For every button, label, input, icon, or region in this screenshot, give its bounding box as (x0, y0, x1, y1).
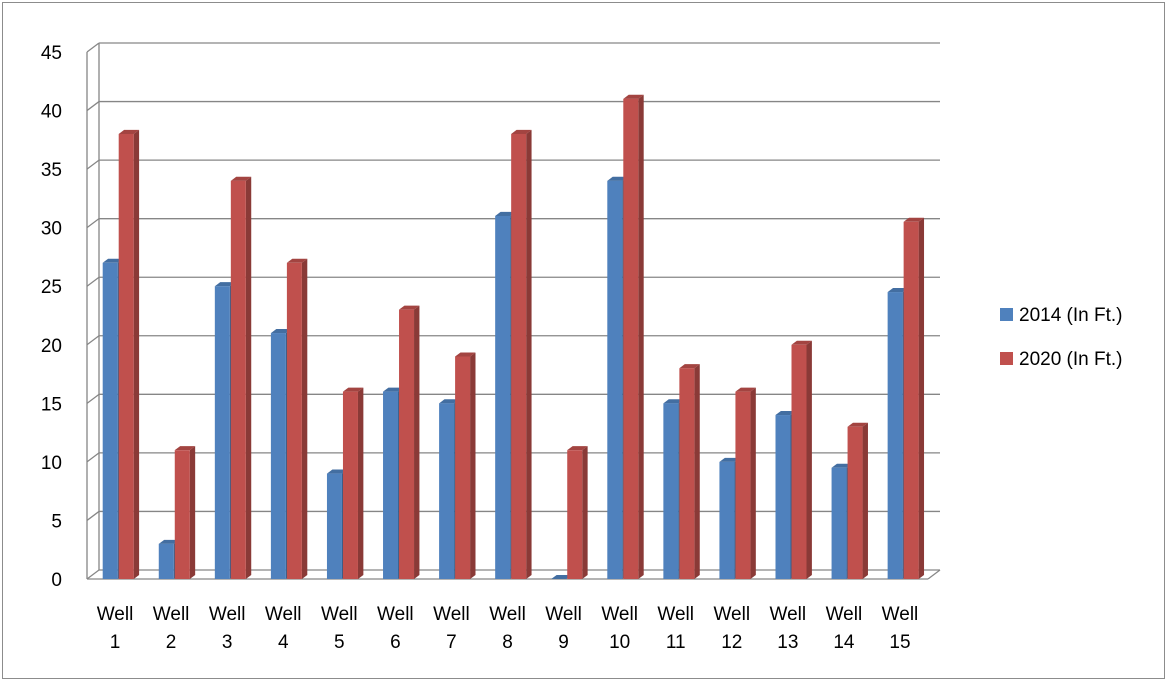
y-tick-label: 20 (41, 336, 62, 357)
y-tick-label: 5 (51, 511, 62, 532)
gridline-depth (86, 510, 100, 521)
bars (102, 94, 925, 580)
x-tick-label: Well (826, 604, 863, 625)
gridline-depth (86, 101, 100, 112)
bar-series2 (455, 352, 476, 579)
x-tick-label: Well (265, 604, 302, 625)
x-tick-label: Well (377, 604, 414, 625)
y-tick-label: 10 (41, 453, 62, 474)
y-tick-label: 0 (51, 570, 62, 591)
gridline-depth (86, 569, 100, 580)
gridline-depth (86, 452, 100, 463)
bar-series2 (118, 129, 140, 579)
x-tick-label: Well (545, 604, 582, 625)
x-tick-label: Well (489, 604, 526, 625)
bar-series2 (230, 176, 252, 580)
bar-series2 (903, 217, 925, 580)
x-tick-label: Well (153, 604, 190, 625)
x-tick-label: Well (882, 604, 919, 625)
gridline-depth (86, 42, 100, 53)
bar-series2 (286, 258, 308, 579)
x-tick-label: 9 (558, 632, 569, 653)
gridline-depth (86, 393, 100, 404)
bar-series2 (511, 129, 532, 579)
bar-series2 (399, 305, 420, 579)
x-tick-label: Well (601, 604, 638, 625)
bar-series2 (735, 387, 756, 579)
x-tick-label: Well (321, 604, 358, 625)
gridline-depth (86, 276, 100, 287)
y-tick-label: 15 (41, 394, 62, 415)
bar-series2 (342, 387, 364, 579)
y-tick-label: 40 (41, 102, 62, 123)
x-tick-label: 1 (110, 632, 121, 653)
x-tick-label: 6 (390, 632, 401, 653)
x-tick-label: 15 (889, 632, 910, 653)
legend-swatch (1000, 308, 1013, 321)
x-tick-label: Well (657, 604, 694, 625)
x-tick-label: 5 (334, 632, 345, 653)
bar-series2 (567, 446, 588, 579)
x-tick-label: Well (713, 604, 750, 625)
x-tick-label: 14 (833, 632, 855, 653)
gridline-depth (86, 159, 100, 170)
x-tick-label: 12 (721, 632, 742, 653)
legend-label: 2014 (In Ft.) (1019, 305, 1123, 326)
legend-label: 2020 (In Ft.) (1019, 349, 1123, 370)
bar-series2 (679, 364, 700, 579)
x-tick-label: 13 (777, 632, 798, 653)
y-tick-label: 35 (41, 160, 62, 181)
legend-swatch (1000, 352, 1013, 365)
gridline-depth (86, 335, 100, 346)
bar-series2 (174, 446, 196, 579)
x-tick-label: 8 (502, 632, 513, 653)
x-tick-label: 2 (166, 632, 177, 653)
x-tick-label: 10 (609, 632, 630, 653)
y-tick-label: 25 (41, 277, 62, 298)
x-tick-label: 11 (666, 632, 686, 653)
legend: 2014 (In Ft.) 2020 (In Ft.) (1000, 305, 1123, 370)
bar-series2 (791, 340, 812, 579)
y-tick-label: 45 (41, 43, 62, 64)
x-tick-label: 4 (278, 632, 289, 653)
floor-edge (927, 569, 941, 580)
axis-labels: 0 5 10 15 20 25 30 35 40 45 Well 1 Well 2 Well 3 Well 4 We… (41, 43, 918, 653)
x-tick-label: Well (209, 604, 246, 625)
x-tick-label: Well (97, 604, 134, 625)
x-tick-label: 3 (222, 632, 233, 653)
y-tick-label: 30 (41, 219, 62, 240)
x-tick-label: Well (770, 604, 807, 625)
bar-series1 (551, 574, 572, 579)
x-tick-label: Well (433, 604, 470, 625)
bar-series2 (623, 94, 644, 580)
gridline-depth (86, 218, 100, 229)
x-tick-label: 7 (446, 632, 457, 653)
bar-series2 (847, 422, 868, 579)
